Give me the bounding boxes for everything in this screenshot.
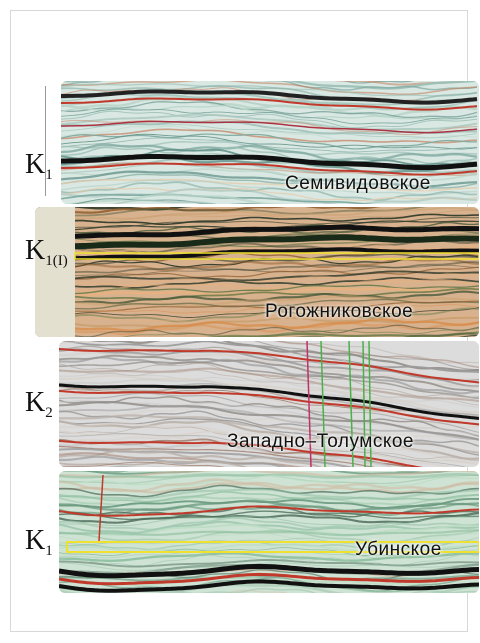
field-name: Семивидовское [285,173,431,194]
seismic-panel-ubinskoe [59,471,479,593]
field-name: Рогожниковское [265,301,414,322]
field-name: Западно–Толумское [227,431,414,452]
horizon-label: K1(I) [25,235,68,269]
horizon-label: K1 [25,149,53,183]
figure-frame: K1 Семивидовское K1(I) Рогожниковское K2… [10,10,479,632]
seismic-panel-zapadno-tolumskoe [59,341,479,467]
seismic-panel-rogozhnikovskoe [35,207,479,337]
seismic-section-image [35,207,479,337]
horizon-label: K1 [25,525,53,559]
seismic-section-image [61,81,479,204]
horizon-label: K2 [25,387,53,421]
depth-axis [45,86,46,196]
seismic-section-image [59,341,479,467]
seismic-section-image [59,471,479,593]
field-name: Убинское [355,539,442,560]
seismic-panel-semividovskoe [61,81,479,204]
